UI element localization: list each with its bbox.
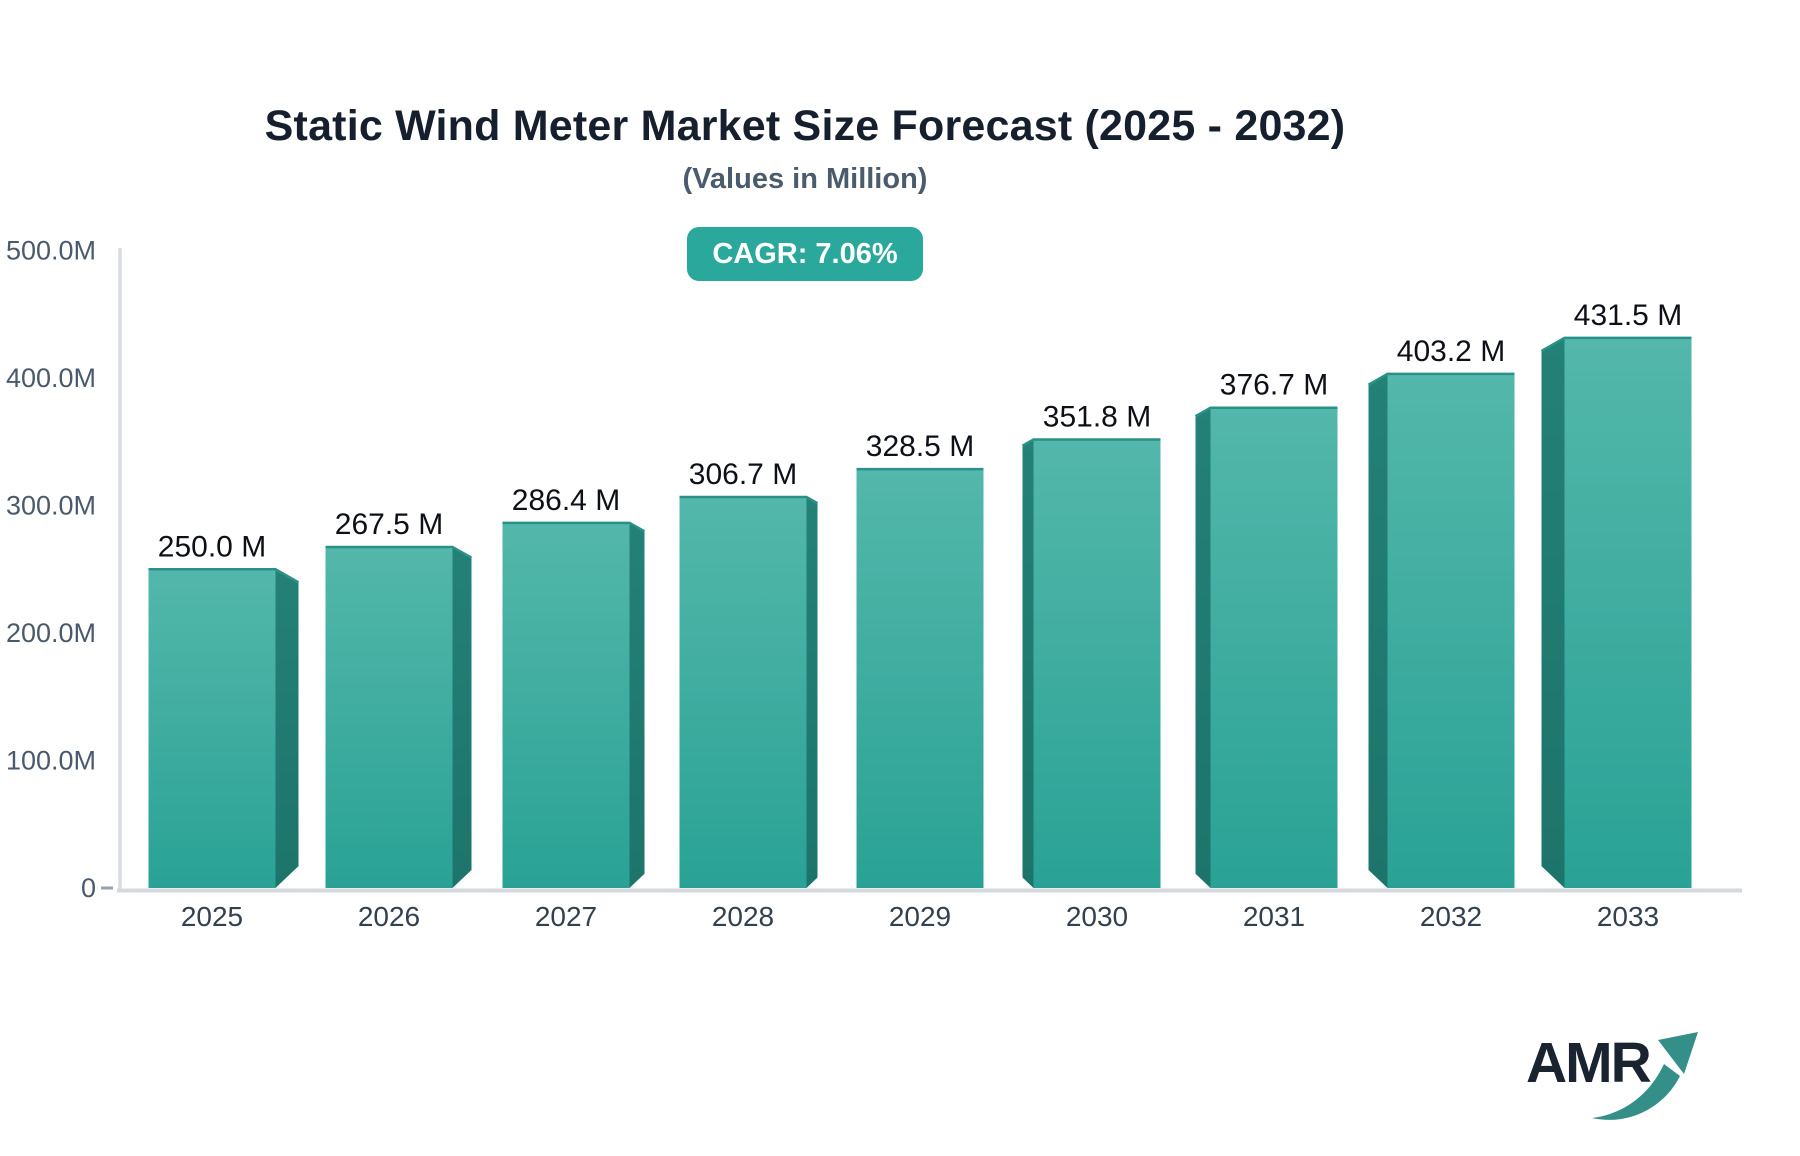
x-axis-label: 2026 (358, 901, 420, 932)
y-axis-label: 100.0M (6, 746, 96, 776)
bar-side-face (1541, 337, 1565, 888)
bar-group: 431.5 M 2033 (1540, 299, 1692, 932)
bar-top-edge (1367, 372, 1515, 386)
bar-side-face (275, 569, 299, 888)
bar-group: 286.4 M 2027 (502, 484, 646, 932)
growth-arrow-head (1658, 1032, 1698, 1074)
bar-top-edge (502, 521, 646, 533)
bar-group: 267.5 M 2026 (325, 508, 473, 932)
bar-value-label: 250.0 M (158, 530, 266, 563)
bar-side-face (629, 522, 645, 888)
bar-front-face (148, 569, 276, 888)
bar-front-face (502, 522, 630, 888)
bar-top-edge (1194, 406, 1338, 418)
bar-group: 403.2 M 2032 (1367, 335, 1515, 932)
bar-group: 328.5 M 2029 (856, 430, 984, 932)
x-axis-label: 2033 (1597, 901, 1659, 932)
y-axis-label: 200.0M (6, 618, 96, 648)
bar-value-label: 403.2 M (1397, 335, 1505, 368)
growth-arrow-icon (1592, 1032, 1698, 1120)
x-axis-label: 2030 (1066, 901, 1128, 932)
bar-value-label: 431.5 M (1574, 299, 1682, 332)
bar-front-face (1387, 373, 1515, 888)
bar-side-face (452, 546, 472, 888)
bar-top-edge (1540, 336, 1692, 353)
bar-group: 376.7 M 2031 (1194, 369, 1338, 932)
y-axis-label: 500.0M (6, 236, 96, 266)
growth-arrow-tail (1592, 1064, 1680, 1120)
x-axis-label: 2025 (181, 901, 243, 932)
bar-front-face (1564, 337, 1692, 888)
x-axis-label: 2032 (1420, 901, 1482, 932)
chart-title: Static Wind Meter Market Size Forecast (… (264, 102, 1346, 150)
bar-top-edge (148, 568, 300, 584)
amr-logo: AMR (1526, 1031, 1786, 1143)
bar-group: 351.8 M 2030 (1021, 400, 1161, 932)
bar-side-face (1195, 407, 1211, 888)
y-axis-label: 0 (81, 873, 96, 903)
bar-front-face (1210, 407, 1338, 888)
bar-front-face (325, 546, 453, 888)
x-axis-label: 2028 (712, 901, 774, 932)
y-axis-label: 400.0M (6, 363, 96, 393)
bar-side-face (806, 496, 818, 888)
bar-top-edge (1021, 438, 1161, 447)
cagr-badge: CAGR: 7.06% (687, 227, 923, 281)
bar-group: 250.0 M 2025 (148, 530, 300, 932)
bar-front-face (1033, 439, 1161, 888)
bar-group: 306.7 M 2028 (679, 458, 819, 932)
bar-value-label: 306.7 M (689, 458, 797, 491)
x-axis-label: 2029 (889, 901, 951, 932)
bar-side-face (1022, 439, 1034, 888)
bar-top-edge (679, 495, 819, 505)
x-axis-label: 2027 (535, 901, 597, 932)
bar-value-label: 328.5 M (866, 430, 974, 463)
chart-subtitle: (Values in Million) (682, 163, 928, 195)
bar-front-face (679, 496, 807, 888)
bar-value-label: 267.5 M (335, 508, 443, 541)
amr-logo-text: AMR (1526, 1031, 1652, 1095)
bar-top-edge (325, 545, 473, 559)
bar-front-face (856, 469, 984, 888)
bar-value-label: 376.7 M (1220, 369, 1328, 402)
x-axis-label: 2031 (1243, 901, 1305, 932)
bar-value-label: 351.8 M (1043, 400, 1151, 433)
y-axis-label: 300.0M (6, 491, 96, 521)
bar-side-face (1368, 373, 1388, 888)
bar-value-label: 286.4 M (512, 484, 620, 517)
